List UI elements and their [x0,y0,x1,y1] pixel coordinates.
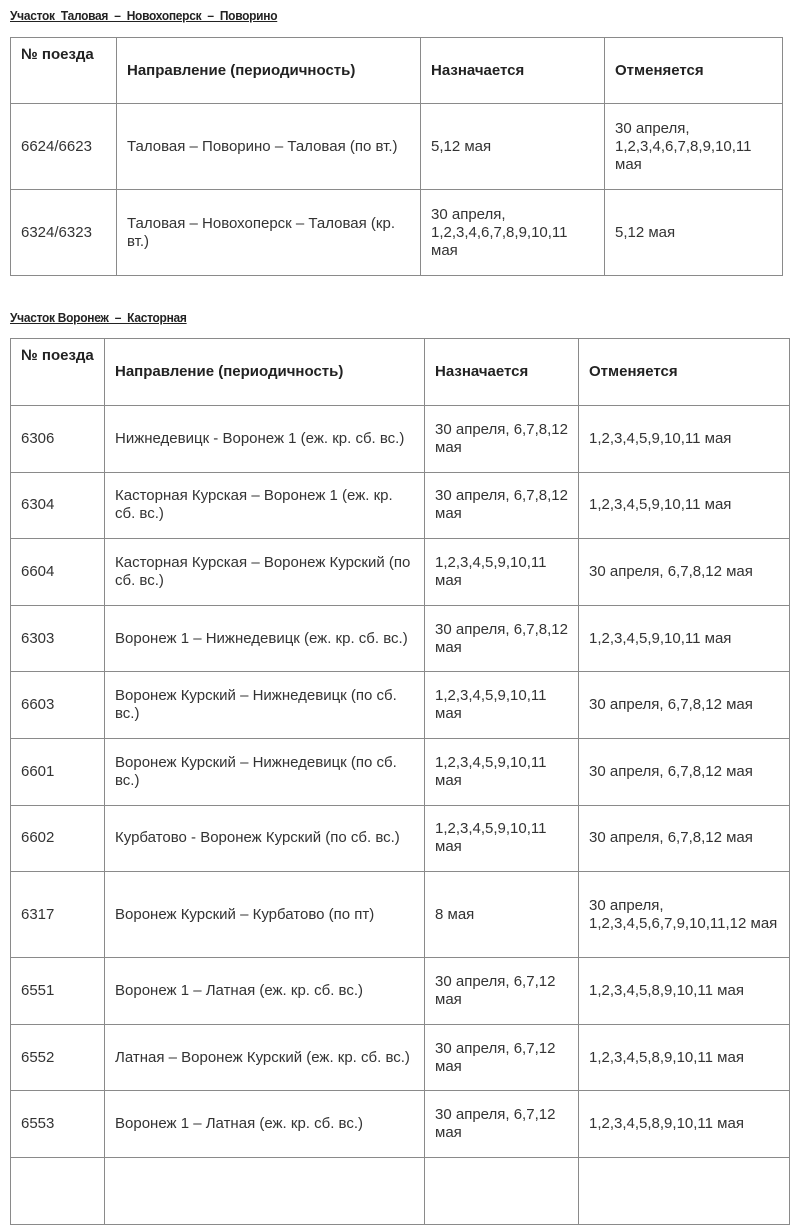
cell-train-number: 6303 [10,604,105,673]
cell-direction: Воронеж 1 – Нижнедевицк (еж. кр. сб. вс.… [104,604,425,673]
cell-assigned: 5,12 мая [420,103,605,190]
cell-direction: Воронеж 1 – Латная (еж. кр. сб. вс.) [104,957,425,1025]
cell-direction: Таловая – Поворино – Таловая (по вт.) [116,103,421,190]
cell-direction: Нижнедевицк - Воронеж 1 (еж. кр. сб. вс.… [104,405,425,473]
cell-direction [104,1156,425,1225]
table-row: 6303 Воронеж 1 – Нижнедевицк (еж. кр. сб.… [10,604,790,673]
cell-direction: Воронеж Курский – Курбатово (по пт) [104,871,425,959]
cell-train-number: 6601 [10,737,105,806]
cell-assigned: 30 апреля, 6,7,12 мая [424,1023,579,1092]
cell-direction: Латная – Воронеж Курский (еж. кр. сб. вс… [104,1023,425,1092]
table-row: 6304 Касторная Курская – Воронеж 1 (еж. к… [10,471,790,540]
cell-train-number: 6551 [10,957,105,1025]
cell-cancelled: 30 апреля, 1,2,3,4,5,6,7,9,10,11,12 мая [578,871,790,959]
cell-cancelled: 30 апреля, 6,7,8,12 мая [578,804,790,873]
cell-cancelled: 30 апреля, 6,7,8,12 мая [578,538,790,606]
cell-train-number: 6603 [10,671,105,739]
schedule-table-voronezh: № поезда Направление (периодичность) Назна… [10,338,790,1225]
header-direction: Направление (периодичность) [116,37,421,104]
table-row: 6601 Воронеж Курский – Нижнедевицк (по сб… [10,737,790,806]
header-train-number: № поезда [10,338,105,406]
cell-direction: Курбатово - Воронеж Курский (по сб. вс.) [104,804,425,873]
table-row: 6324/6323 Таловая – Новохоперск – Таловая… [10,189,783,276]
header-train-number: № поезда [10,37,117,104]
cell-direction: Касторная Курская – Воронеж 1 (еж. кр. с… [104,471,425,540]
cell-train-number: 6553 [10,1090,105,1158]
cell-assigned: 30 апреля, 6,7,12 мая [424,1090,579,1158]
cell-direction: Таловая – Новохоперск – Таловая (кр. вт.… [116,189,421,276]
cell-assigned: 8 мая [424,871,579,959]
cell-train-number: 6304 [10,471,105,540]
cell-direction: Воронеж 1 – Латная (еж. кр. сб. вс.) [104,1090,425,1158]
table-row: 6317 Воронеж Курский – Курбатово (по пт) 8… [10,871,790,959]
cell-cancelled: 1,2,3,4,5,9,10,11 мая [578,471,790,540]
cell-train-number: 6306 [10,405,105,473]
cell-cancelled: 5,12 мая [604,189,783,276]
section-title: Участок Таловая – Новохоперск – Поворино [10,8,278,23]
cell-cancelled: 30 апреля, 1,2,3,4,6,7,8,9,10,11 мая [604,103,783,190]
cell-assigned: 30 апреля, 6,7,8,12 мая [424,471,579,540]
table-row: 6624/6623 Таловая – Поворино – Таловая (п… [10,103,783,190]
cell-train-number: 6602 [10,804,105,873]
cell-train-number: 6324/6323 [10,189,117,276]
cell-assigned: 1,2,3,4,5,9,10,11 мая [424,671,579,739]
cell-cancelled: 1,2,3,4,5,8,9,10,11 мая [578,1023,790,1092]
table-row: 6306 Нижнедевицк - Воронеж 1 (еж. кр. сб.… [10,405,790,473]
schedule-table-talovaya: № поезда Направление (периодичность) Назна… [10,37,783,276]
header-cancelled: Отменяется [578,338,790,406]
header-assigned: Назначается [420,37,605,104]
header-row: № поезда Направление (периодичность) Назна… [10,338,790,406]
cell-train-number: 6552 [10,1023,105,1092]
cell-cancelled: 30 апреля, 6,7,8,12 мая [578,671,790,739]
header-direction: Направление (периодичность) [104,338,425,406]
cell-cancelled: 1,2,3,4,5,8,9,10,11 мая [578,957,790,1025]
cell-train-number: 6604 [10,538,105,606]
cell-direction: Воронеж Курский – Нижнедевицк (по сб. вс… [104,737,425,806]
table-row: 6602 Курбатово - Воронеж Курский (по сб. … [10,804,790,873]
cell-direction: Касторная Курская – Воронеж Курский (по … [104,538,425,606]
cell-assigned: 30 апреля, 6,7,12 мая [424,957,579,1025]
cell-assigned: 1,2,3,4,5,9,10,11 мая [424,737,579,806]
cell-assigned: 1,2,3,4,5,9,10,11 мая [424,538,579,606]
cell-cancelled: 1,2,3,4,5,8,9,10,11 мая [578,1090,790,1158]
section-title: Участок Воронеж – Касторная [10,310,187,325]
table-row: 6603 Воронеж Курский – Нижнедевицк (по сб… [10,671,790,739]
cell-assigned: 30 апреля, 6,7,8,12 мая [424,604,579,673]
cell-train-number: 6317 [10,871,105,959]
cell-cancelled [578,1156,790,1225]
table-row: 6553 Воронеж 1 – Латная (еж. кр. сб. вс.)… [10,1090,790,1158]
cell-assigned: 30 апреля, 1,2,3,4,6,7,8,9,10,11 мая [420,189,605,276]
header-assigned: Назначается [424,338,579,406]
table-row [10,1156,790,1225]
header-cancelled: Отменяется [604,37,783,104]
cell-assigned [424,1156,579,1225]
cell-cancelled: 1,2,3,4,5,9,10,11 мая [578,604,790,673]
table-row: 6551 Воронеж 1 – Латная (еж. кр. сб. вс.)… [10,957,790,1025]
cell-train-number: 6624/6623 [10,103,117,190]
table-row: 6604 Касторная Курская – Воронеж Курский … [10,538,790,606]
cell-cancelled: 1,2,3,4,5,9,10,11 мая [578,405,790,473]
header-row: № поезда Направление (периодичность) Назна… [10,37,783,104]
cell-direction: Воронеж Курский – Нижнедевицк (по сб. вс… [104,671,425,739]
cell-assigned: 1,2,3,4,5,9,10,11 мая [424,804,579,873]
table-row: 6552 Латная – Воронеж Курский (еж. кр. сб… [10,1023,790,1092]
cell-cancelled: 30 апреля, 6,7,8,12 мая [578,737,790,806]
cell-assigned: 30 апреля, 6,7,8,12 мая [424,405,579,473]
cell-train-number [10,1156,105,1225]
